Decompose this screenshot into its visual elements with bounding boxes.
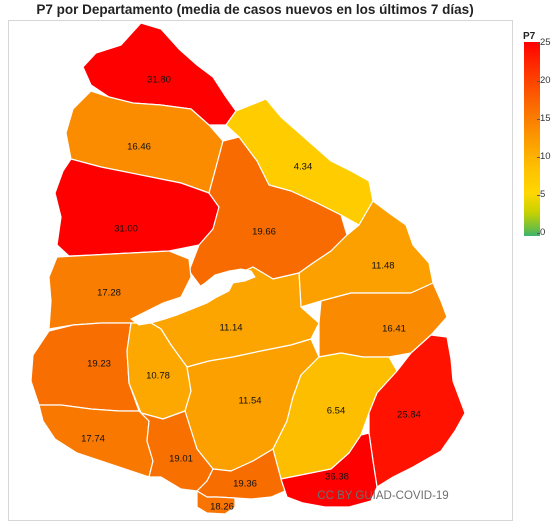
department-soriano[interactable] [30, 322, 140, 412]
legend-tick-label: 10 [540, 151, 551, 162]
department-san-jose[interactable] [140, 410, 214, 492]
value-label-durazno: 11.14 [219, 323, 242, 334]
legend-tickmark [537, 157, 540, 158]
legend-tick-label: 5 [540, 189, 546, 200]
value-labels: 31.80 16.46 4.34 31.00 19.66 11.48 17.28… [81, 75, 421, 513]
legend-color-bar [524, 42, 540, 236]
choropleth-map: 31.80 16.46 4.34 31.00 19.66 11.48 17.28… [30, 22, 466, 515]
map-panel: 31.80 16.46 4.34 31.00 19.66 11.48 17.28… [8, 20, 513, 521]
legend-tick-label: 0 [540, 227, 546, 238]
legend-tickmark [537, 43, 540, 44]
legend-tick-label: 25 [540, 37, 551, 48]
value-label-artigas: 31.80 [147, 75, 171, 86]
legend-tick-label: 15 [540, 113, 551, 124]
value-label-maldonado: 36.38 [325, 472, 349, 483]
department-maldonado[interactable] [280, 432, 378, 508]
value-label-rocha: 25.84 [397, 410, 421, 421]
value-label-flores: 10.78 [146, 371, 170, 382]
reservoir-lake [130, 268, 256, 326]
value-label-treinta-y-tres: 16.41 [382, 324, 406, 335]
value-label-tacuarembo: 19.66 [252, 227, 276, 238]
map-title: P7 por Departamento (media de casos nuev… [36, 2, 474, 17]
credit-watermark: CC BY GUIAD-COVID-19 [317, 490, 448, 502]
legend-tickmark [537, 81, 540, 82]
value-label-rio-negro: 17.28 [97, 288, 121, 299]
department-montevideo[interactable] [196, 490, 236, 515]
value-label-montevideo: 18.26 [210, 502, 234, 513]
legend-tickmark [537, 119, 540, 120]
value-label-florida: 11.54 [238, 396, 261, 407]
value-label-cerro-largo: 11.48 [371, 261, 394, 272]
value-label-colonia: 17.74 [81, 434, 105, 445]
value-label-rivera: 4.34 [294, 162, 313, 173]
legend-tickmark [537, 195, 540, 196]
legend-title: P7 [523, 31, 536, 42]
value-label-salto: 16.46 [127, 142, 151, 153]
value-label-lavalleja: 6.54 [327, 406, 346, 417]
value-label-soriano: 19.23 [87, 359, 111, 370]
value-label-canelones: 19.36 [233, 479, 257, 490]
legend-tickmark [537, 233, 540, 234]
legend-tick-label: 20 [540, 75, 551, 86]
value-label-paysandu: 31.00 [114, 224, 138, 235]
department-rocha[interactable] [368, 334, 466, 488]
value-label-san-jose: 19.01 [169, 454, 193, 465]
